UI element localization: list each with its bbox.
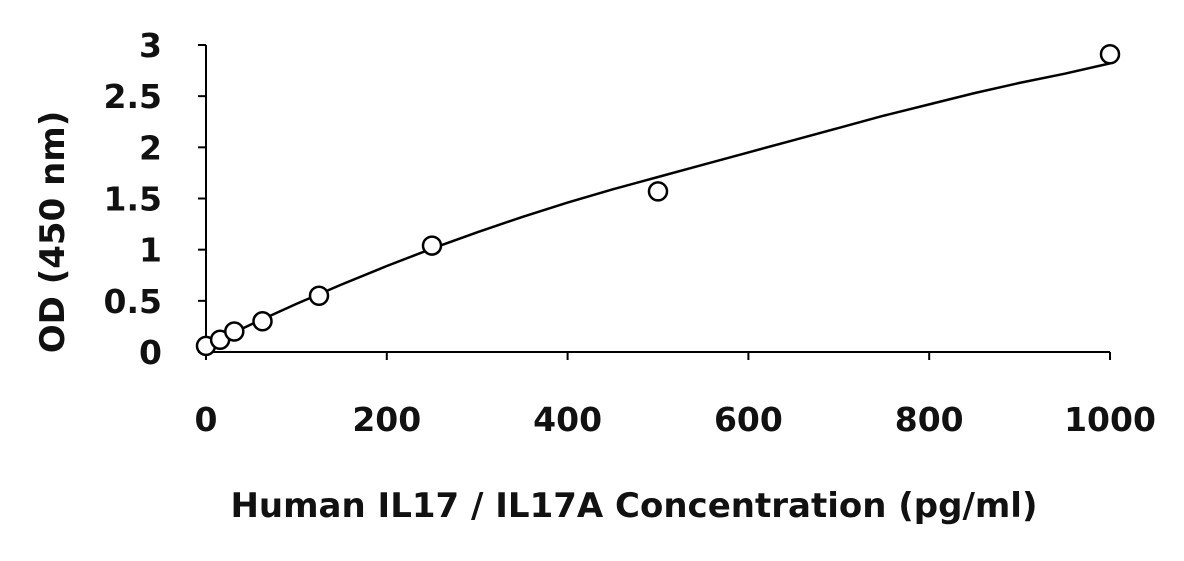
x-tick-label: 600 (714, 400, 783, 439)
data-point (421, 235, 443, 256)
fit-curve (205, 62, 1111, 348)
y-tick-label: 1 (139, 231, 162, 270)
x-tick-label: 200 (352, 400, 421, 439)
x-tick-label: 1000 (1064, 400, 1156, 439)
x-axis-title: Human IL17 / IL17A Concentration (pg/ml) (230, 486, 1037, 526)
y-tick-label: 3 (139, 26, 162, 65)
ticks: 0 0.5 1 1.5 2 2.5 3 0 200 400 600 800 1000 (104, 26, 1156, 439)
y-tick-label: 2 (139, 128, 162, 167)
y-tick-label: 0.5 (104, 282, 162, 321)
data-point (647, 181, 669, 202)
x-tick-label: 800 (895, 400, 964, 439)
x-tick-label: 400 (533, 400, 602, 439)
data-point (308, 285, 330, 306)
y-tick-label: 1.5 (104, 180, 162, 219)
x-tick-label: 0 (195, 400, 218, 439)
data-point (252, 311, 273, 332)
data-points (195, 43, 1121, 357)
data-point (224, 321, 245, 342)
y-axis-title: OD (450 nm) (33, 111, 73, 353)
y-tick-label: 0 (139, 333, 162, 372)
fit-curve-layer (205, 62, 1111, 348)
data-point (1099, 43, 1121, 65)
y-tick-label: 2.5 (104, 77, 162, 116)
